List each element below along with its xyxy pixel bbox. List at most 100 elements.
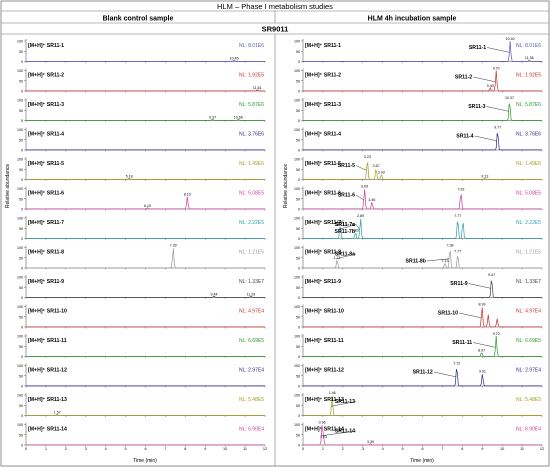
panel-nl-value: NL: 5.08E5 (239, 191, 264, 197)
peak-retention-label: 10.40 (506, 37, 515, 41)
y-tick-label: 100 (294, 305, 300, 309)
y-tick-label: 50 (19, 404, 23, 408)
x-tick-label: 1 (322, 447, 324, 451)
panel-ion-label: [M+H]⁺ SR11-13 (28, 397, 67, 403)
metabolite-annotation: SR11-7a (335, 222, 355, 228)
y-tick-label: 100 (17, 217, 23, 221)
left-x-axis-label: Time (min) (133, 458, 157, 464)
y-tick-label: 50 (296, 433, 300, 437)
x-tick-label: 7 (441, 447, 443, 451)
panel-ion-label: [M+H]⁺ SR11-5 (305, 161, 341, 167)
y-tick-label: 100 (294, 423, 300, 427)
chromatogram-trace (303, 218, 542, 239)
panel-ion-label: [M+H]⁺ SR11-8 (305, 250, 341, 256)
y-tick-label: 100 (17, 394, 23, 398)
y-tick-label: 50 (296, 168, 300, 172)
y-tick-label: 100 (294, 128, 300, 132)
metabolite-annotation: SR11-7b (335, 229, 355, 235)
y-tick-label: 50 (19, 256, 23, 260)
y-tick-label: 0 (298, 326, 300, 330)
peak-retention-label: 1.57 (54, 410, 61, 414)
panel-nl-value: NL: 2.22E5 (239, 220, 264, 226)
metabolite-annotation: SR11-8a (335, 252, 355, 258)
annotation-arrow (433, 371, 456, 377)
peak-retention-label: 9.70 (493, 67, 500, 71)
peak-retention-label: 8.99 (479, 303, 486, 307)
metabolite-annotation: SR11-13 (335, 399, 355, 405)
panel-nl-value: NL: 4.97E4 (516, 309, 541, 315)
peak-retention-label: 0.96 (319, 421, 326, 425)
peak-retention-label: 11.36 (525, 56, 534, 60)
y-tick-label: 0 (21, 208, 23, 212)
y-tick-label: 50 (19, 50, 23, 54)
peak-retention-label: 1.03 (320, 435, 327, 439)
panel-nl-value: NL: 5.87E6 (516, 102, 541, 108)
y-tick-label: 50 (296, 50, 300, 54)
y-tick-label: 50 (19, 227, 23, 231)
chromatogram-trace (26, 413, 265, 416)
peak-retention-label: 1.71 (334, 256, 341, 260)
panel-nl-value: NL: 2.22E5 (516, 220, 541, 226)
y-tick-label: 100 (294, 69, 300, 73)
chromatogram-trace (303, 132, 542, 151)
panel-nl-value: NL: 2.97E4 (516, 368, 541, 374)
panel-ion-label: [M+H]⁺ SR11-12 (28, 368, 67, 374)
panel-nl-value: NL: 3.76E6 (239, 132, 264, 138)
chromatogram-trace (303, 395, 542, 416)
panel-ion-label: [M+H]⁺ SR11-1 (28, 43, 64, 49)
metabolite-annotation: SR11-9 (450, 281, 467, 287)
panel-nl-value: NL: 8.01E6 (239, 43, 264, 49)
annotation-arrow (468, 283, 491, 289)
peak-retention-label: 3.67 (373, 164, 380, 168)
y-tick-label: 0 (298, 237, 300, 241)
peak-retention-label: 9.37 (209, 115, 216, 119)
panel-ion-label: [M+H]⁺ SR11-14 (305, 427, 344, 433)
y-tick-label: 100 (294, 40, 300, 44)
y-tick-label: 0 (298, 444, 300, 448)
x-tick-label: 3 (85, 447, 87, 451)
right-x-axis-label: Time (min) (410, 458, 434, 464)
panel-ion-label: [M+H]⁺ SR11-13 (305, 397, 344, 403)
panel-ion-label: [M+H]⁺ SR11-10 (28, 309, 67, 315)
x-tick-label: 5 (402, 447, 404, 451)
right-y-axis-label: Relative abundance (283, 164, 289, 208)
x-tick-label: 4 (105, 447, 107, 451)
chromatogram-trace (303, 162, 542, 180)
y-tick-label: 100 (17, 40, 23, 44)
panel-nl-value: NL: 4.97E4 (239, 309, 264, 315)
y-tick-label: 100 (294, 276, 300, 280)
annotation-arrow (355, 224, 360, 230)
x-tick-label: 4 (382, 447, 384, 451)
peak-retention-label: 8.10 (184, 193, 191, 197)
left-column-header: Blank control sample (103, 16, 174, 23)
panel-nl-value: NL: 6.69E5 (239, 338, 264, 344)
panel-ion-label: [M+H]⁺ SR11-6 (305, 191, 341, 197)
peak-retention-label: 1.46 (329, 391, 336, 395)
peak-retention-label: 3.93 (378, 170, 385, 174)
y-tick-label: 0 (298, 296, 300, 300)
chromatogram-trace (303, 250, 542, 269)
panel-ion-label: [M+H]⁺ SR11-14 (28, 427, 67, 433)
annotation-arrow (321, 430, 357, 436)
panel-nl-value: NL: 5.48E5 (516, 397, 541, 403)
peak-retention-label: 6.10 (144, 204, 151, 208)
panel-nl-value: NL: 1.92E5 (239, 73, 264, 79)
y-tick-label: 50 (296, 345, 300, 349)
y-tick-label: 100 (17, 99, 23, 103)
peak-retention-label: 3.09 (361, 185, 368, 189)
peak-retention-label: 3.39 (367, 440, 374, 444)
panel-ion-label: [M+H]⁺ SR11-9 (305, 279, 341, 285)
y-tick-label: 50 (296, 138, 300, 142)
annotation-arrow (473, 76, 496, 82)
panel-nl-value: NL: 3.76E6 (516, 132, 541, 138)
y-tick-label: 0 (298, 119, 300, 123)
peak-retention-label: 7.39 (170, 244, 177, 248)
y-tick-label: 0 (298, 267, 300, 271)
peak-retention-label: 9.40 (487, 84, 494, 88)
panel-nl-value: NL: 5.48E5 (239, 397, 264, 403)
x-tick-label: 12 (263, 447, 267, 451)
peak-retention-label: 7.77 (454, 250, 461, 254)
peak-retention-label: 7.72 (453, 362, 460, 366)
y-tick-label: 50 (19, 345, 23, 349)
